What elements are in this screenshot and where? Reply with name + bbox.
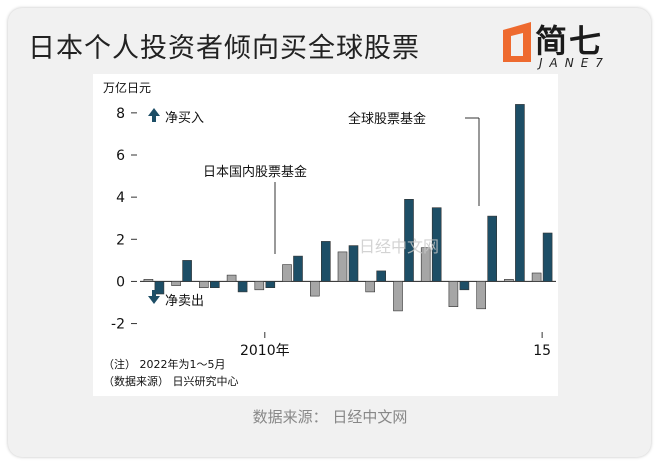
global-fund-bar bbox=[515, 104, 525, 282]
global-fund-bar bbox=[348, 245, 359, 282]
arrow-down-icon bbox=[148, 290, 160, 304]
global-fund-bar bbox=[265, 281, 276, 288]
domestic-fund-bar bbox=[282, 264, 292, 282]
y-axis: -2 0 2 4 6 8 bbox=[111, 106, 137, 333]
domestic-fund-bar bbox=[531, 272, 542, 282]
global-fund-label: 全球股票基金 bbox=[348, 111, 426, 127]
global-fund-bar bbox=[210, 281, 220, 288]
global-fund-bar bbox=[154, 281, 165, 295]
source-caption: 数据来源： 日经中文网 bbox=[252, 408, 408, 426]
domestic-fund-bar bbox=[420, 247, 431, 282]
logo-subtext: JANE7 bbox=[539, 56, 610, 70]
x-axis: 2010年1521 bbox=[240, 332, 551, 359]
note-source: （数据来源） 日兴研究中心 bbox=[103, 374, 239, 388]
global-fund-bar bbox=[459, 281, 470, 291]
net-buy-label: 净买入 bbox=[165, 111, 204, 126]
y-tick-label: 8 bbox=[116, 106, 125, 122]
global-fund-bar bbox=[542, 232, 553, 282]
net-buy-indicator: 净买入 bbox=[148, 108, 204, 126]
y-tick-label: 2 bbox=[116, 232, 125, 248]
domestic-fund-bar bbox=[199, 281, 209, 288]
arrow-up-icon bbox=[148, 108, 160, 122]
x-tick-label: 2010年 bbox=[240, 343, 290, 359]
domestic-fund-bar bbox=[393, 281, 403, 312]
domestic-fund-bar bbox=[448, 281, 459, 307]
global-fund-bar bbox=[237, 281, 248, 293]
brand-logo: 简七 JANE7 bbox=[497, 16, 647, 76]
y-tick-label: 0 bbox=[116, 274, 125, 290]
logo-text: 简七 bbox=[535, 22, 604, 60]
global-fund-bar bbox=[182, 260, 192, 282]
domestic-fund-bar bbox=[365, 281, 376, 293]
y-tick-label: 6 bbox=[116, 148, 125, 164]
unit-label: 万亿日元 bbox=[103, 80, 151, 95]
net-sell-indicator: 净卖出 bbox=[148, 290, 204, 309]
watermark: 日经中文网 bbox=[359, 237, 439, 256]
domestic-fund-bar bbox=[476, 281, 487, 310]
y-tick-label: -2 bbox=[111, 317, 125, 333]
net-sell-label: 净卖出 bbox=[165, 294, 204, 309]
global-fund-bar bbox=[404, 199, 414, 282]
note-period: （注） 2022年为1～5月 bbox=[103, 357, 226, 371]
domestic-fund-bar bbox=[143, 279, 154, 282]
global-fund-bar bbox=[293, 255, 303, 282]
logo-mark-icon bbox=[503, 22, 531, 62]
domestic-fund-bar bbox=[226, 274, 237, 282]
domestic-fund-bar bbox=[254, 281, 265, 291]
domestic-fund-bar bbox=[310, 281, 320, 297]
global-fund-bar bbox=[321, 241, 331, 282]
global-fund-bar bbox=[431, 207, 442, 282]
y-tick-label: 4 bbox=[116, 190, 125, 206]
domestic-fund-bar bbox=[337, 251, 348, 282]
bars-group bbox=[143, 104, 553, 312]
domestic-fund-bar bbox=[171, 281, 181, 286]
x-tick-label: 15 bbox=[533, 343, 551, 359]
domestic-fund-label: 日本国内股票基金 bbox=[203, 164, 307, 180]
domestic-fund-bar bbox=[504, 279, 514, 282]
page-headline: 日本个人投资者倾向买全球股票 bbox=[28, 33, 420, 64]
global-fund-bar bbox=[376, 270, 387, 282]
global-fund-bar bbox=[487, 215, 498, 282]
